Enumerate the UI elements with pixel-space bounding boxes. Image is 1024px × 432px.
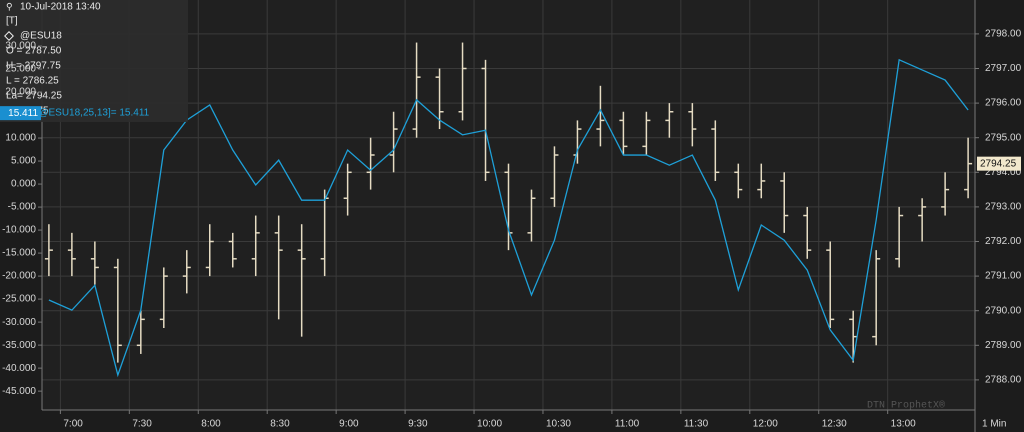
y-tick-label: 2789.00 <box>985 340 1022 351</box>
y-tick-label: 2788.00 <box>985 375 1022 386</box>
y2-tick-label: -20.000 <box>2 271 36 282</box>
zoom-icon: ⚲ <box>6 1 13 11</box>
marks <box>44 42 973 378</box>
y-tick-label: 2794.00 <box>985 167 1022 178</box>
x-tick-label: 9:30 <box>408 419 428 430</box>
info-panel: 10-Jul-2018 13:40 ⚲ [T] @ESU18 O = 2787.… <box>0 0 188 122</box>
y-tick-label: 2791.00 <box>985 271 1022 282</box>
x-tick-label: 12:00 <box>753 419 778 430</box>
x-tick-label: 11:30 <box>684 419 709 430</box>
info-box <box>0 0 188 122</box>
x-tick-label: 9:00 <box>339 419 359 430</box>
y2-tick-label: 0.000 <box>11 179 36 190</box>
interval: [T] <box>6 16 18 27</box>
last-tsi-box <box>0 106 41 121</box>
x-tick-label: 11:00 <box>615 419 640 430</box>
last-price-box <box>977 156 1021 171</box>
y-tick-label: 2798.00 <box>985 29 1022 40</box>
y-tick-label: 2792.00 <box>985 236 1022 247</box>
last-tsi-label: 15.411 <box>8 108 38 119</box>
symbol: @ESU18 <box>20 31 62 42</box>
y2-tick-label: 20.000 <box>5 87 36 98</box>
last-info: La= 2794.25 <box>6 91 62 102</box>
open-info: O = 2787.50 <box>6 46 62 57</box>
y2-tick-label: -15.000 <box>2 248 36 259</box>
y2-tick-label: -45.000 <box>2 386 36 397</box>
low-info: L = 2786.25 <box>6 76 59 87</box>
y2-tick-label: 30.000 <box>5 41 36 52</box>
x-tick-label: 8:30 <box>270 419 290 430</box>
x-tick-label: 10:30 <box>546 419 571 430</box>
y2-tick-label: -40.000 <box>2 363 36 374</box>
x-tick-label: 7:00 <box>63 419 83 430</box>
x-tick-label: 10:00 <box>477 419 502 430</box>
y-tick-label: 2790.00 <box>985 305 1022 316</box>
x-tick-label: 7:30 <box>132 419 152 430</box>
y2-tick-label: 5.000 <box>11 156 36 167</box>
legend-tsi: TSI[@ESU18,25,13]= 15.411 <box>20 108 150 119</box>
tsi-line <box>48 58 969 378</box>
y2-tick-label: -30.000 <box>2 317 36 328</box>
last-price-label: 2794.25 <box>980 158 1017 169</box>
x-tick-label: 13:00 <box>891 419 916 430</box>
x-tick-label: 12:30 <box>822 419 847 430</box>
y2-tick-label: -25.000 <box>2 294 36 305</box>
symbol-icon <box>4 31 14 41</box>
y2-tick-label: -35.000 <box>2 340 36 351</box>
y2-tick-label: -10.000 <box>2 225 36 236</box>
y-tick-label: 2793.00 <box>985 202 1022 213</box>
x-tick-label: 8:00 <box>201 419 221 430</box>
y2-tick-label: -5.000 <box>8 202 37 213</box>
y-tick-label: 2795.00 <box>985 132 1022 143</box>
bar-interval: 1 Min <box>982 419 1006 430</box>
timestamp: 10-Jul-2018 13:40 <box>20 2 101 13</box>
y2-tick-label: 10.000 <box>5 133 36 144</box>
y-tick-label: 2797.00 <box>985 63 1022 74</box>
y-tick-label: 2796.00 <box>985 98 1022 109</box>
watermark: DTN ProphetX® <box>867 400 945 412</box>
high-info: H = 2797.75 <box>6 61 61 72</box>
y2-tick-label: 25.000 <box>5 64 36 75</box>
